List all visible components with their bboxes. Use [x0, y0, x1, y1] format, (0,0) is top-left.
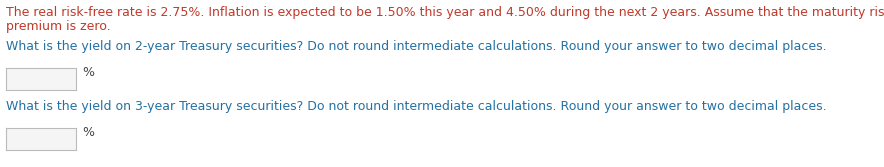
- Text: premium is zero.: premium is zero.: [6, 20, 110, 33]
- Text: The real risk-free rate is 2.75%. Inflation is expected to be 1.50% this year an: The real risk-free rate is 2.75%. Inflat…: [6, 6, 884, 19]
- Text: %: %: [82, 65, 94, 78]
- Text: What is the yield on 2-year Treasury securities? Do not round intermediate calcu: What is the yield on 2-year Treasury sec…: [6, 40, 827, 53]
- Text: %: %: [82, 125, 94, 138]
- Text: What is the yield on 3-year Treasury securities? Do not round intermediate calcu: What is the yield on 3-year Treasury sec…: [6, 100, 827, 113]
